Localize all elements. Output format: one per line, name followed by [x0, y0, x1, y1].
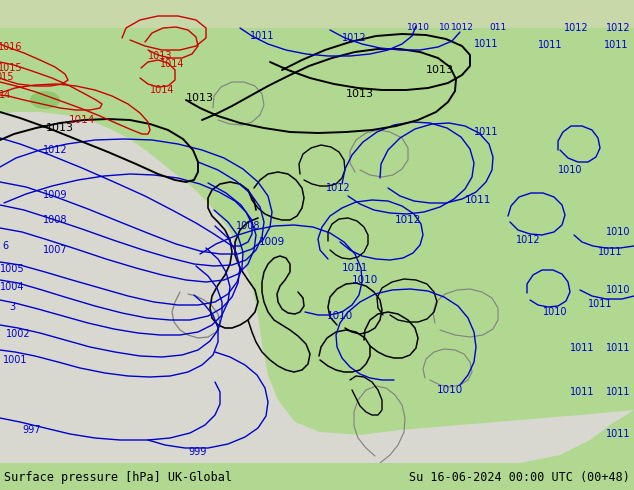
Text: 1011: 1011 [605, 343, 630, 353]
Text: 1009: 1009 [259, 237, 285, 247]
Text: 1015: 1015 [0, 63, 22, 73]
Text: 1011: 1011 [598, 247, 622, 257]
Text: 1010: 1010 [437, 385, 463, 395]
Text: 1013: 1013 [186, 93, 214, 103]
Polygon shape [460, 410, 634, 463]
Text: 1011: 1011 [342, 263, 368, 273]
Text: 1011: 1011 [570, 387, 594, 397]
Text: 1012: 1012 [515, 235, 540, 245]
Text: 1010: 1010 [605, 227, 630, 237]
Text: 015: 015 [0, 72, 14, 82]
Text: 1010: 1010 [558, 165, 582, 175]
Text: 1012: 1012 [395, 215, 421, 225]
Text: 1011: 1011 [538, 40, 562, 50]
Bar [0, 463, 634, 490]
Text: 1011: 1011 [588, 299, 612, 309]
Text: 1010: 1010 [352, 275, 378, 285]
Text: 1013: 1013 [148, 51, 172, 61]
Text: 1011: 1011 [605, 387, 630, 397]
Text: 1014: 1014 [160, 59, 184, 69]
Text: 14: 14 [0, 90, 11, 100]
Text: 1005: 1005 [0, 264, 24, 274]
Text: 1011: 1011 [250, 31, 275, 41]
Text: 1012: 1012 [605, 23, 630, 33]
Text: 1002: 1002 [6, 329, 30, 339]
Ellipse shape [30, 91, 60, 109]
Text: 1009: 1009 [42, 190, 67, 200]
Text: 3: 3 [9, 302, 15, 312]
Text: 1013: 1013 [426, 65, 454, 75]
Text: 1001: 1001 [3, 355, 27, 365]
Text: 1014: 1014 [69, 115, 95, 125]
Text: 1010: 1010 [543, 307, 567, 317]
Text: 1011: 1011 [605, 429, 630, 439]
Text: 1011: 1011 [474, 127, 498, 137]
Text: 10: 10 [439, 24, 451, 32]
Text: 997: 997 [23, 425, 41, 435]
Text: Surface pressure [hPa] UK-Global: Surface pressure [hPa] UK-Global [4, 470, 232, 484]
Text: 999: 999 [189, 447, 207, 457]
Text: 1012: 1012 [42, 145, 67, 155]
Text: 1007: 1007 [42, 245, 67, 255]
Text: 1011: 1011 [465, 195, 491, 205]
Text: 1016: 1016 [0, 42, 22, 52]
Text: 1012: 1012 [564, 23, 588, 33]
Text: 1010: 1010 [406, 24, 429, 32]
Text: 1011: 1011 [474, 39, 498, 49]
Text: 1004: 1004 [0, 282, 24, 292]
Text: 1008: 1008 [42, 215, 67, 225]
Text: 1010: 1010 [605, 285, 630, 295]
Text: 1010: 1010 [327, 311, 353, 321]
Text: 011: 011 [489, 24, 507, 32]
Polygon shape [0, 28, 634, 463]
Bar [0, 28, 634, 463]
Text: 1013: 1013 [346, 89, 374, 99]
Text: 1011: 1011 [570, 343, 594, 353]
Text: 1013: 1013 [46, 123, 74, 133]
Text: 1011: 1011 [604, 40, 628, 50]
Text: Su 16-06-2024 00:00 UTC (00+48): Su 16-06-2024 00:00 UTC (00+48) [409, 470, 630, 484]
Text: 1012: 1012 [451, 24, 474, 32]
Text: 1008: 1008 [236, 221, 260, 231]
Text: 1014: 1014 [150, 85, 174, 95]
Text: 1012: 1012 [326, 183, 351, 193]
Text: 1012: 1012 [342, 33, 366, 43]
Text: 6: 6 [2, 241, 8, 251]
